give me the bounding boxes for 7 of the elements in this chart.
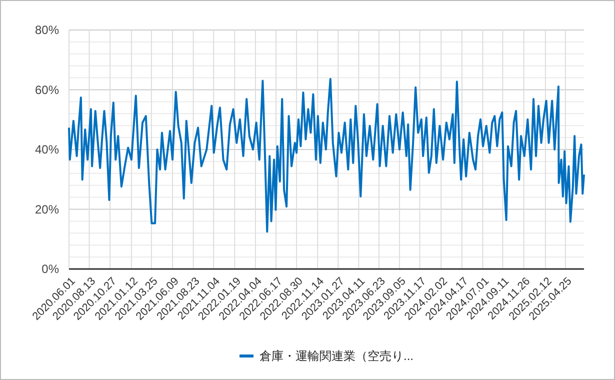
- legend-label: 倉庫・運輸関連業（空売り...: [260, 349, 414, 364]
- line-series: [68, 78, 585, 233]
- y-tick-label: 80%: [34, 23, 60, 38]
- y-tick-label: 40%: [34, 142, 60, 157]
- y-tick-label: 60%: [34, 82, 60, 97]
- y-tick-label: 20%: [34, 202, 60, 216]
- y-tick-label: 0%: [42, 262, 60, 276]
